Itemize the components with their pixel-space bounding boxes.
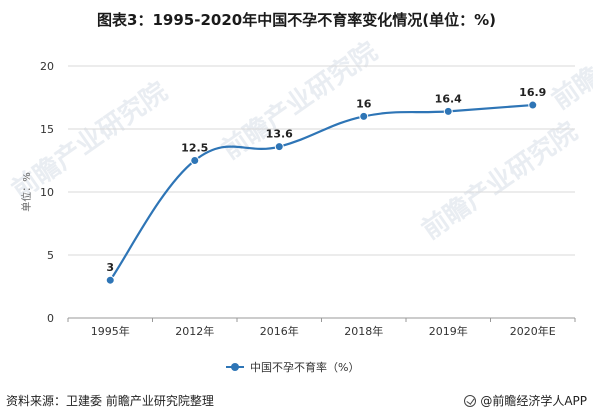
y-tick-label: 15 xyxy=(40,123,54,136)
y-tick-label: 0 xyxy=(47,312,54,325)
watermark-text: 前瞻产业研究院 xyxy=(416,116,583,246)
data-point xyxy=(190,156,200,165)
legend-label: 中国不孕不育率（%） xyxy=(250,360,359,374)
data-point xyxy=(359,111,369,121)
brand-credit: @前瞻经济学人APP xyxy=(464,392,587,409)
data-label: 16.4 xyxy=(435,92,462,105)
x-tick-label: 2020年E xyxy=(510,324,556,338)
brand-credit-text: @前瞻经济学人APP xyxy=(480,394,587,408)
y-axis-label: 单位：% xyxy=(20,172,33,212)
data-points xyxy=(105,100,538,285)
watermark-text: 前瞻产业研究院 xyxy=(546,0,593,116)
x-tick-label: 2019年 xyxy=(429,324,468,338)
y-tick-label: 5 xyxy=(47,249,54,262)
data-label: 13.6 xyxy=(266,128,293,141)
brand-logo-icon xyxy=(464,394,477,407)
y-axis-ticks: 0 5 10 15 20 xyxy=(40,60,54,325)
legend: 中国不孕不育率（%） xyxy=(226,360,359,374)
data-label: 12.5 xyxy=(181,142,208,155)
chart-title: 图表3：1995-2020年中国不孕不育率变化情况(单位：%) xyxy=(97,11,496,29)
y-tick-label: 20 xyxy=(40,60,54,73)
data-label: 3 xyxy=(106,261,114,274)
x-tick-label: 2012年 xyxy=(175,324,214,338)
data-labels: 3 12.5 13.6 16 16.4 16.9 xyxy=(106,86,546,274)
legend-dot-marker xyxy=(231,363,239,371)
x-axis-ticks: 1995年 2012年 2016年 2018年 2019年 2020年E xyxy=(67,318,576,338)
data-point xyxy=(105,275,115,285)
data-label: 16.9 xyxy=(519,86,546,99)
source-note: 资料来源：卫建委 前瞻产业研究院整理 xyxy=(6,394,214,408)
y-tick-label: 10 xyxy=(40,186,54,199)
data-point xyxy=(443,106,453,116)
x-tick-label: 1995年 xyxy=(91,324,130,338)
x-tick-label: 2018年 xyxy=(344,324,383,338)
data-label: 16 xyxy=(356,97,372,110)
data-point xyxy=(274,142,284,152)
data-point xyxy=(528,100,538,110)
x-tick-label: 2016年 xyxy=(260,324,299,338)
